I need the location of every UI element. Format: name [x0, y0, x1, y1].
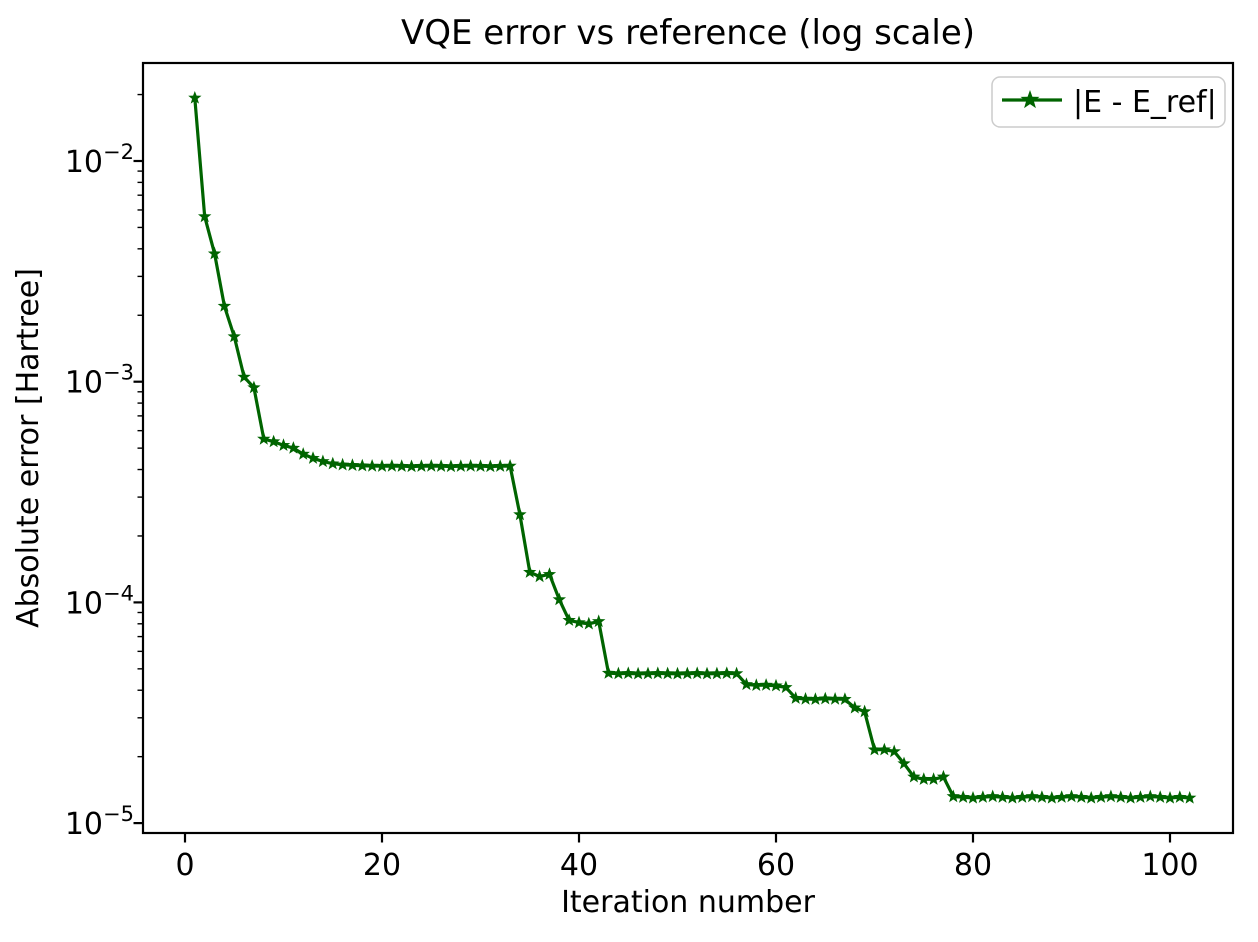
x-axis-label: Iteration number: [561, 885, 816, 920]
legend-star-marker: [1020, 90, 1040, 109]
y-axis-label: Absolute error [Hartree]: [11, 268, 46, 628]
y-tick-label: 10−5: [65, 802, 134, 842]
x-tick-label: 100: [1141, 848, 1198, 883]
legend: |E - E_ref|: [991, 76, 1226, 128]
x-tick-label: 0: [175, 848, 194, 883]
x-tick-label: 80: [954, 848, 992, 883]
y-tick-label: 10−3: [65, 361, 134, 401]
legend-frame: [991, 76, 1226, 128]
x-tick-label: 60: [757, 848, 795, 883]
chart-title: VQE error vs reference (log scale): [401, 13, 975, 53]
error-series: [188, 91, 1197, 804]
x-tick-label: 40: [560, 848, 598, 883]
plot-area-border: [141, 61, 1235, 835]
legend-label: |E - E_ref|: [1073, 85, 1217, 120]
x-tick-label: 20: [363, 848, 401, 883]
